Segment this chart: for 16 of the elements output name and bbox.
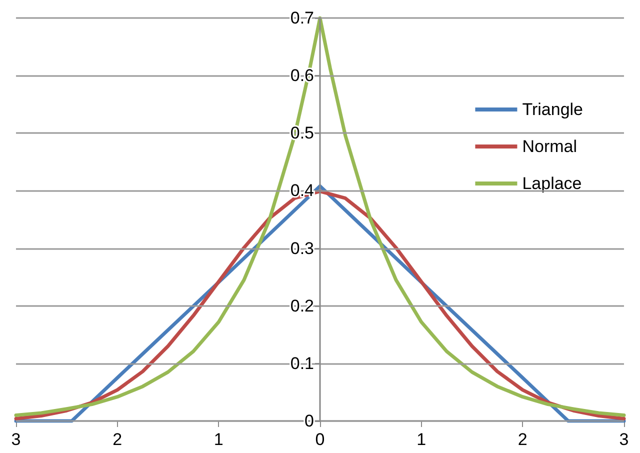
x-tick-label: 1 xyxy=(416,430,426,449)
y-tick-label: 0.5 xyxy=(290,124,314,143)
y-tick-label: 0.3 xyxy=(290,238,314,258)
x-tick-label: 3 xyxy=(11,430,21,449)
x-tick-label: 2 xyxy=(518,430,528,449)
legend-label: Triangle xyxy=(522,100,584,119)
y-tick-label: 0.2 xyxy=(290,296,314,316)
y-tick-label: 0.6 xyxy=(290,66,314,86)
x-tick-label: 2 xyxy=(112,430,122,449)
y-tick-label: 0.1 xyxy=(290,354,314,373)
y-tick-label: 0.7 xyxy=(290,8,314,28)
y-tick-label: 0 xyxy=(304,412,314,430)
legend-label: Normal xyxy=(522,137,578,156)
x-tick-label: 1 xyxy=(214,430,224,449)
x-tick-label: 3 xyxy=(619,430,629,449)
legend-label: Laplace xyxy=(522,174,582,193)
